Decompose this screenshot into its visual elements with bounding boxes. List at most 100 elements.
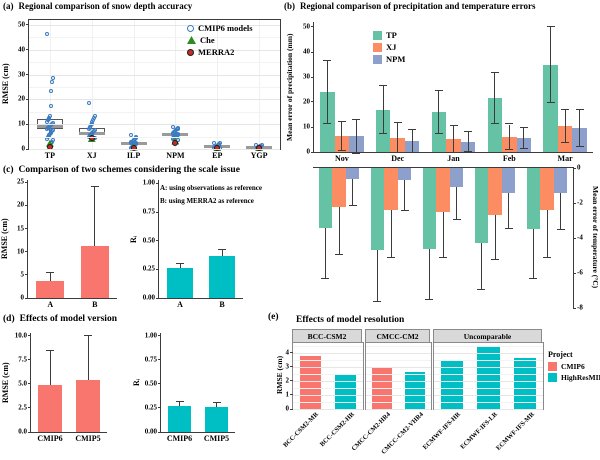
bar <box>526 168 541 230</box>
y-tick-mark <box>25 251 28 253</box>
panel-a-heading: (a) Regional comparison of snow depth acc… <box>3 1 192 11</box>
error-bar-cap <box>575 145 584 147</box>
y-tick-label: 25 <box>17 177 24 186</box>
error-bar <box>453 125 454 152</box>
error-bar <box>494 215 496 259</box>
error-bar-cap <box>321 278 330 280</box>
y-tick-label: 5 <box>20 270 25 279</box>
gridline-minor <box>366 373 431 375</box>
version-r-plot: CMIP6 CMIP5 0.00 0.25 0.50 0.75 1.00 <box>145 332 235 443</box>
y-tick-mark <box>573 237 576 239</box>
y-tick-label: 50 <box>303 22 310 31</box>
error-bar-cap <box>464 131 472 132</box>
x-tick-label: Nov <box>335 154 349 163</box>
gridline-minor <box>29 136 280 138</box>
bar <box>404 372 425 409</box>
error-bar-cap <box>449 124 458 126</box>
error-bar-cap <box>379 133 388 135</box>
x-tick-label: CMIP5 <box>75 434 101 443</box>
error-bar-cap <box>490 72 499 74</box>
error-bar-cap <box>543 257 551 259</box>
y-tick-label: -4 <box>577 233 583 242</box>
y-tick-mark <box>311 151 314 153</box>
error-bar-cap <box>434 133 443 135</box>
error-bar <box>179 402 180 407</box>
cmip6-data-point <box>86 101 91 106</box>
error-bar <box>467 132 469 151</box>
x-tick-label: EP <box>212 151 223 160</box>
bar <box>501 168 516 193</box>
gridline-major <box>293 380 363 382</box>
cmip6-swatch-icon <box>548 362 557 371</box>
scheme-b-annotation: B: using MERRA2 as reference <box>160 197 254 205</box>
bar <box>384 168 398 210</box>
gridline-major <box>366 394 431 396</box>
gridline-vertical <box>259 20 261 149</box>
error-bar-cap <box>491 259 499 260</box>
gridline-major <box>366 409 431 410</box>
y-tick-mark <box>25 228 28 230</box>
error-bar-cap <box>408 128 417 130</box>
x-tick-label: CMIP6 <box>166 434 193 443</box>
y-tick-mark <box>25 204 28 206</box>
resolution-rmse-y-axis-label: RMSE (cm) <box>275 355 284 395</box>
gridline-minor <box>366 401 431 403</box>
bar <box>477 346 500 409</box>
error-bar <box>494 73 496 124</box>
error-bar <box>352 178 354 205</box>
error-bar-cap <box>434 89 443 91</box>
gridline-major <box>293 366 363 368</box>
y-tick-mark <box>25 274 28 276</box>
cmip6-data-point <box>48 103 53 108</box>
y-tick-label: 20 <box>18 94 25 103</box>
y-tick-label: 30 <box>18 70 25 79</box>
y-tick-mark <box>26 98 29 100</box>
error-bar-cap <box>505 148 514 150</box>
y-tick-mark <box>26 148 29 150</box>
y-tick-label: -2 <box>577 198 583 207</box>
gridline-major <box>366 352 431 354</box>
y-tick-label: 40 <box>303 47 310 56</box>
legend-label-npm: NPM <box>386 54 406 64</box>
error-bar-cap <box>477 288 486 290</box>
precipitation-chart-plot: Nov Dec Jan Feb Mar 0 10 20 30 40 50 <box>303 22 593 163</box>
error-bar-cap <box>393 122 402 124</box>
error-bar <box>87 335 89 381</box>
x-tick-label: Dec <box>391 154 405 163</box>
y-tick-mark <box>156 211 159 213</box>
y-tick-mark <box>158 431 161 433</box>
error-bar <box>390 210 392 258</box>
y-tick-label: 40 <box>18 45 25 54</box>
panel-c-title: Comparison of two schemes considering th… <box>18 165 240 175</box>
y-tick-label: 0 <box>285 404 290 413</box>
y-tick-label: -8 <box>577 303 583 312</box>
gridline-minor <box>366 345 431 347</box>
gridline-major <box>29 149 280 150</box>
legend-label-che: Che <box>200 35 215 45</box>
error-bar <box>428 248 430 300</box>
x-tick-label: A <box>177 300 183 309</box>
bar <box>80 246 109 298</box>
error-bar-cap <box>561 142 570 143</box>
bar <box>487 98 503 152</box>
bar <box>208 255 235 298</box>
y-tick-mark <box>25 297 28 299</box>
error-bar-cap <box>387 257 395 259</box>
y-tick-mark <box>26 123 29 125</box>
error-bar-cap <box>529 278 538 280</box>
error-bar <box>579 109 581 146</box>
y-tick-label: 10.0 <box>14 331 27 340</box>
y-tick-mark <box>25 181 28 183</box>
x-tick-label: B <box>92 300 98 309</box>
gridline-major <box>434 409 543 410</box>
error-bar <box>532 229 534 279</box>
error-bar-cap <box>218 248 226 250</box>
panel-e-legend: Project CMIP6 HighResMIP <box>548 350 600 384</box>
bar <box>397 168 412 181</box>
error-bar-cap <box>425 299 434 301</box>
y-tick-label: 2 <box>285 376 290 385</box>
error-bar <box>338 206 340 254</box>
bar <box>168 406 191 432</box>
scheme-rmse-plot: A B 0 5 10 15 20 25 <box>17 178 117 309</box>
y-tick-label: 4 <box>285 348 290 357</box>
